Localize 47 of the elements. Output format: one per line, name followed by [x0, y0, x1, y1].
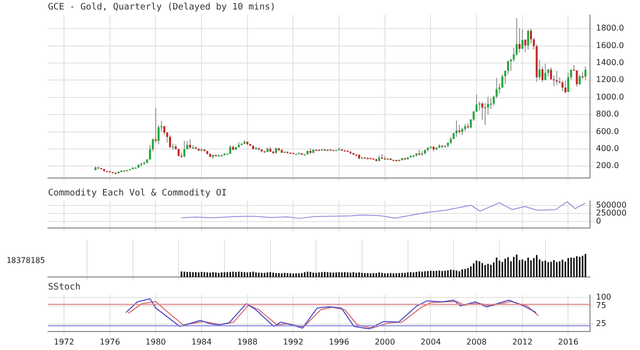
y-tick-label: 1600.0: [596, 40, 624, 50]
x-tick-label: 2008: [466, 337, 487, 346]
y-tick-label: 600.0: [596, 126, 619, 136]
y-tick-label: 200.0: [596, 161, 619, 170]
candlestick: [584, 66, 586, 80]
x-tick-label: 2012: [512, 337, 533, 346]
candlestick: [564, 80, 566, 94]
y-tick-label: 250000: [596, 208, 627, 218]
candlestick: [561, 80, 564, 92]
chart-title: SStoch: [48, 282, 81, 293]
x-tick-label: 1988: [237, 337, 258, 346]
x-tick-label: 1996: [328, 337, 350, 346]
y-tick-label: 1400.0: [596, 58, 624, 68]
x-tick-label: 1980: [146, 337, 166, 346]
candlestick: [567, 72, 570, 93]
y-tick-label: 400.0: [596, 144, 619, 154]
candlestick: [521, 28, 524, 50]
y-tick-label: 1200.0: [596, 75, 624, 84]
candlestick: [456, 120, 458, 138]
x-tick-label: 1992: [283, 337, 304, 346]
candlestick: [518, 28, 521, 53]
x-tick-label: 1984: [191, 337, 212, 346]
x-tick-label: 2004: [420, 337, 441, 346]
x-tick-label: 2016: [558, 337, 578, 346]
chart-title: GCE - Gold, Quarterly (Delayed by 10 mins): [48, 2, 276, 13]
chart-title: Commodity Each Vol & Commodity OI: [48, 188, 227, 199]
x-tick-label: 1976: [100, 337, 120, 346]
candlestick: [189, 138, 192, 150]
candlestick: [527, 28, 530, 50]
candlestick: [183, 140, 186, 158]
y-tick-label: 75: [596, 301, 606, 310]
y-tick-label: 800.0: [596, 110, 619, 119]
candlestick: [169, 134, 172, 149]
y-tick-label: 100: [596, 292, 612, 302]
y-tick-label: 1800.0: [596, 24, 624, 33]
y-tick-label: 500000: [596, 200, 627, 210]
candlestick: [544, 63, 546, 81]
y-tick-label: 0: [596, 216, 602, 226]
candlestick: [556, 70, 558, 86]
x-tick-label: 2000: [374, 337, 396, 346]
candlestick: [229, 144, 232, 155]
y-tick-label: 25: [596, 319, 606, 328]
candlestick: [576, 70, 578, 88]
candlestick: [538, 60, 541, 80]
y-tick-label: 1000.0: [596, 92, 624, 102]
x-tick-label: 1972: [54, 337, 74, 346]
text: 18378185: [6, 256, 46, 265]
